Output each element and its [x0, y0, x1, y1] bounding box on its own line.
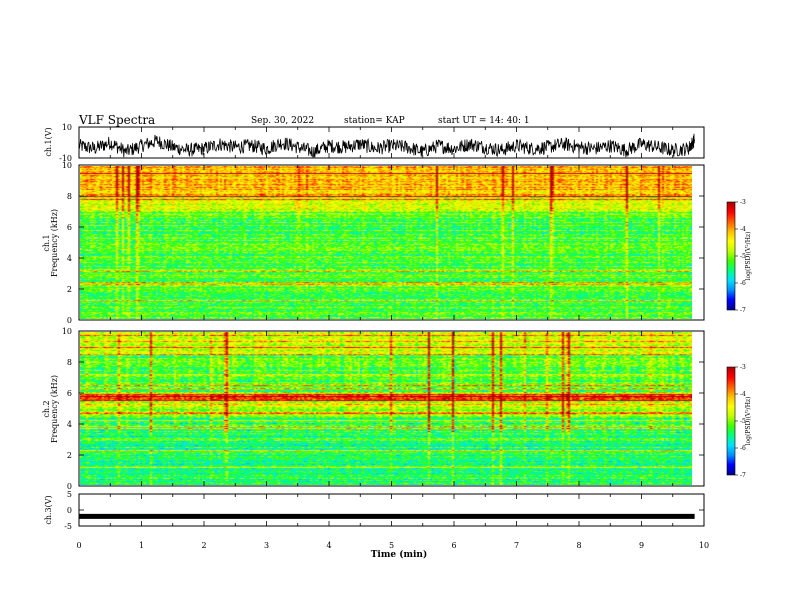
ch1-colorbar-tick-label: -4	[740, 226, 746, 233]
ch2-spec-ylabel-a: ch.2	[42, 400, 51, 417]
ch1-colorbar	[727, 202, 735, 310]
x-tick-label: 1	[139, 541, 144, 550]
ch2-spec-ytick-label: 0	[67, 482, 72, 491]
station-label: station= KAP	[344, 116, 405, 126]
ch2-colorbar-tick-label: -6	[740, 445, 746, 452]
ch2-spec-ytick-label: 10	[62, 327, 72, 336]
figure-title: VLF Spectra	[79, 113, 156, 127]
ch2-spec-ytick-label: 8	[67, 358, 72, 367]
ch1-colorbar-tick-label: -3	[740, 199, 746, 206]
ch1-colorbar-tick-label: -6	[740, 280, 746, 287]
ch2-spec-ytick-label: 4	[67, 420, 72, 429]
ch1-spec-ylabel-b: Frequency (kHz)	[50, 209, 59, 277]
x-tick-label: 6	[451, 541, 456, 550]
ch2-spec-ytick-label: 2	[67, 451, 72, 460]
ch1-spec-ytick-label: 6	[67, 223, 72, 232]
ch1-waveform-line	[78, 133, 695, 158]
ch2-colorbar-tick-label: -7	[740, 472, 746, 479]
x-tick-label: 5	[389, 541, 394, 550]
x-tick-label: 4	[326, 541, 331, 550]
x-tick-label: 0	[76, 541, 81, 550]
ch1-spec-ylabel-a: ch.1	[42, 234, 51, 251]
ch1-heatmap-image	[80, 166, 692, 319]
x-tick-label: 3	[264, 541, 269, 550]
ch2-colorbar-tick-label: -5	[740, 418, 746, 425]
ch1-spec-ytick-label: 2	[67, 285, 72, 294]
ch2-colorbar-tick-label: -4	[740, 391, 746, 398]
ch1-colorbar-tick-label: -5	[740, 253, 746, 260]
ch2-spec-ytick-label: 6	[67, 389, 72, 398]
ch1-spec-ytick-label: 4	[67, 254, 72, 263]
ch2-heatmap-image	[80, 332, 692, 485]
ch2-spec-ylabel-b: Frequency (kHz)	[50, 375, 59, 443]
ch1-ylabel: ch.1(V)	[44, 127, 53, 156]
ch2-colorbar-tick-label: -3	[740, 364, 746, 371]
x-tick-label: 9	[639, 541, 644, 550]
ch3-ytick-label: 5	[67, 490, 72, 499]
ch2-colorbar-label: log(PSD)(V²/Hz)	[745, 397, 752, 446]
ch1-wave-ytick-label: -10	[59, 154, 72, 163]
start-ut-label: start UT = 14: 40: 1	[438, 116, 530, 126]
x-tick-label: 8	[576, 541, 581, 550]
ch3-ytick-label: -5	[64, 522, 72, 531]
ch1-colorbar-tick-label: -7	[740, 307, 746, 314]
ch3-ytick-label: 0	[67, 506, 72, 515]
x-tick-label: 7	[514, 541, 519, 550]
ch1-wave-ytick-label: 10	[62, 123, 72, 132]
ch1-spec-ytick-label: 0	[67, 316, 72, 325]
x-tick-label: 10	[699, 541, 709, 550]
ch1-spec-ytick-label: 10	[62, 161, 72, 170]
x-tick-label: 2	[201, 541, 206, 550]
ch1-spec-ytick-label: 8	[67, 192, 72, 201]
ch2-colorbar	[727, 367, 735, 475]
x-axis-label: Time (min)	[371, 549, 428, 560]
ch3-ylabel: ch.3(V)	[44, 495, 53, 524]
date-label: Sep. 30, 2022	[251, 116, 315, 126]
ch1-colorbar-label: log(PSD)(V²/Hz)	[745, 232, 752, 281]
